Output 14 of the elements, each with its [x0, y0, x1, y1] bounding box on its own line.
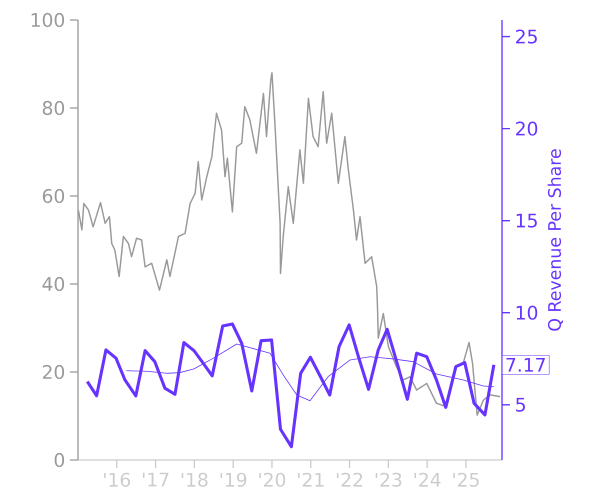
y2-tick-label: 10	[516, 306, 538, 320]
line-series	[86, 322, 496, 448]
y-tick-label: 20	[42, 364, 64, 380]
y-tick-label: 40	[42, 276, 64, 292]
y-tick-label: 60	[42, 188, 64, 204]
y2-tick-label: 20	[516, 122, 538, 136]
y-tick-label: 80	[42, 100, 64, 116]
y2-tick-label: 25	[516, 29, 537, 44]
text: 7.17	[506, 358, 545, 372]
y-tick-label: 100	[32, 12, 64, 28]
y2-tick-label: 5	[516, 398, 525, 412]
y-tick-label: 0	[54, 452, 64, 468]
y2-tick-label: 15	[516, 214, 537, 228]
y2-axis-title: Q Revenue Per Share	[548, 149, 564, 331]
